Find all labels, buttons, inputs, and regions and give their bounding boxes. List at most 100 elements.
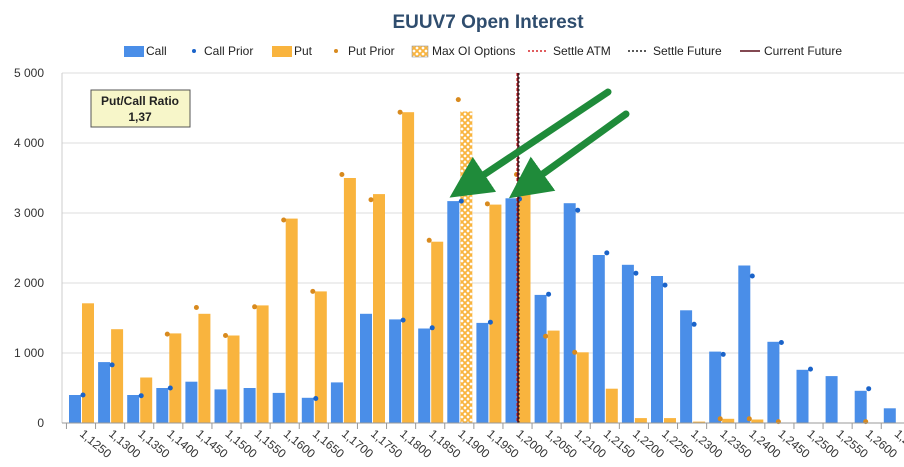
legend-item[interactable]: Settle Future (628, 44, 722, 58)
x-tick-label: 1,2300 (688, 427, 725, 462)
put-prior-marker (572, 349, 578, 355)
put-bar (373, 194, 385, 423)
x-tick-label: 1,1450 (193, 427, 230, 462)
call-bar (301, 397, 314, 423)
x-tick-label: 1,1350 (135, 427, 172, 462)
call-bar (738, 265, 751, 423)
call-prior-marker (138, 393, 144, 399)
put-bar (722, 418, 735, 423)
legend-label: Current Future (764, 44, 842, 58)
put-call-ratio-box: Put/Call Ratio 1,37 (90, 89, 191, 128)
legend-item[interactable]: Put (272, 44, 313, 58)
legend-item[interactable]: Settle ATM (528, 44, 611, 58)
put-bar (227, 335, 240, 423)
call-bar (185, 381, 198, 423)
call-prior-marker (429, 325, 435, 331)
legend-item[interactable]: Put Prior (334, 44, 395, 58)
y-tick-label: 4 000 (14, 136, 44, 150)
call-prior-marker (313, 396, 319, 401)
call-bar (534, 294, 547, 423)
put-call-ratio-value: 1,37 (128, 110, 152, 124)
call-prior-marker (633, 270, 639, 276)
x-tick-label: 1,1300 (106, 427, 143, 462)
max-oi-bar (460, 111, 473, 423)
legend-swatch (411, 45, 429, 58)
x-tick-label: 1,2350 (717, 427, 754, 462)
x-tick-label: 1,2250 (659, 427, 696, 462)
legend-item[interactable]: Current Future (740, 44, 842, 58)
call-prior-marker (546, 291, 552, 297)
call-prior-marker (778, 340, 784, 345)
chart-legend: Call Call Prior Put Put Prior Max OI Options… (124, 44, 842, 58)
annotation-arrows (449, 88, 630, 199)
call-bar (69, 395, 81, 423)
x-tick-label: 1,2100 (572, 427, 609, 462)
put-bar (634, 418, 647, 423)
call-prior-marker (604, 250, 610, 256)
put-bar (576, 352, 589, 423)
chart-title: EUUV7 Open Interest (392, 12, 584, 33)
put-bar (431, 241, 444, 423)
x-tick-label: 1,2150 (601, 427, 638, 462)
call-bar (447, 201, 460, 423)
put-bar (256, 305, 269, 423)
arrow-annotation (508, 110, 630, 199)
y-axis: 0 1 000 2 000 3 000 4 000 5 000 (14, 66, 63, 430)
y-tick-label: 0 (37, 416, 44, 430)
call-bar (389, 319, 402, 423)
x-tick-label: 1,1400 (164, 427, 201, 462)
put-prior-marker (397, 109, 403, 115)
put-bar (111, 329, 124, 423)
call-prior-marker (749, 273, 755, 279)
call-prior-marker (575, 207, 581, 213)
put-prior-marker (368, 197, 374, 203)
put-prior-marker (223, 333, 228, 338)
put-prior-marker (484, 201, 490, 207)
call-bar (127, 395, 140, 423)
put-prior-marker (164, 331, 170, 337)
legend-label: Settle ATM (553, 44, 611, 58)
legend-label: Max OI Options (432, 44, 515, 58)
x-tick-label: 1,1950 (484, 427, 521, 462)
put-bar (140, 377, 153, 423)
put-bar (82, 303, 94, 423)
call-bar (98, 362, 111, 423)
put-bar (693, 421, 706, 423)
call-bar (214, 389, 227, 423)
put-prior-marker (193, 305, 199, 310)
legend-item[interactable]: Max OI Options (411, 44, 515, 58)
legend-item[interactable]: Call (124, 44, 167, 58)
call-prior-marker (400, 317, 406, 323)
x-tick-label: 1,2400 (746, 427, 783, 462)
put-bar (314, 291, 327, 423)
legend-swatch (334, 49, 338, 53)
call-bar (272, 392, 285, 423)
call-bar (360, 313, 372, 423)
y-tick-label: 1 000 (14, 346, 44, 360)
call-prior-marker (109, 362, 115, 368)
put-prior-marker (339, 172, 345, 177)
call-bar (330, 382, 343, 423)
x-axis: 1,12501,13001,13501,14001,14501,15001,15… (62, 422, 904, 462)
x-tick-label: 1,1550 (252, 427, 289, 462)
put-bar (605, 388, 618, 423)
put-prior-marker (252, 304, 258, 310)
call-bar (680, 310, 693, 423)
legend-item[interactable]: Call Prior (192, 44, 253, 58)
call-bar (563, 203, 576, 423)
put-prior-marker (717, 416, 723, 422)
call-bar (796, 369, 809, 423)
legend-label: Put (294, 44, 313, 58)
x-tick-label: 1,1250 (77, 427, 114, 462)
call-prior-marker (866, 386, 872, 392)
put-prior-marker (310, 288, 316, 294)
x-tick-label: 1,2550 (834, 427, 871, 462)
legend-label: Call (146, 44, 167, 58)
x-tick-label: 1,1500 (223, 427, 260, 462)
call-bar (592, 255, 605, 423)
legend-label: Put Prior (348, 44, 395, 58)
call-prior-marker (662, 282, 668, 288)
put-prior-marker (281, 217, 287, 223)
x-tick-label: 1,1650 (310, 427, 347, 462)
